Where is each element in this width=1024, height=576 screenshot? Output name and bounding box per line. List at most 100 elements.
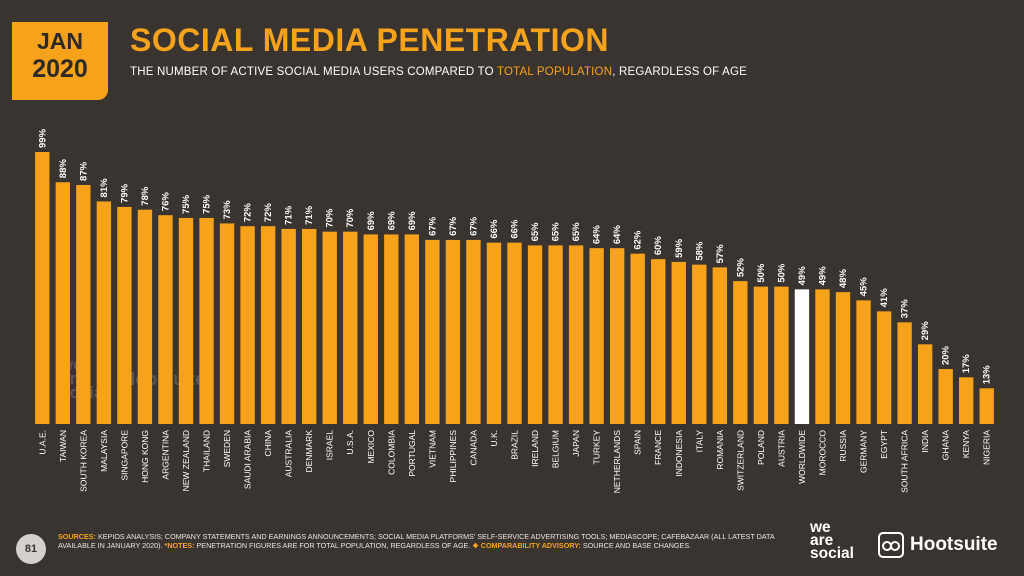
value-label: 48% [838, 269, 849, 289]
advisory-text: SOURCE AND BASE CHANGES. [580, 541, 692, 551]
value-label: 41% [879, 288, 890, 308]
value-label: 99% [37, 128, 48, 148]
logo-word: social [810, 545, 854, 562]
value-label: 72% [263, 203, 274, 223]
bar-vietnam [425, 239, 440, 424]
value-label: 62% [633, 230, 644, 250]
value-label: 64% [592, 225, 603, 245]
sources-label: SOURCES: [58, 532, 96, 541]
category-label: NEW ZEALAND [181, 430, 191, 491]
category-label: NETHERLANDS [612, 430, 622, 494]
bar-india [917, 344, 933, 424]
category-label: GERMANY [859, 430, 869, 473]
bar-kenya [959, 377, 974, 424]
subtitle-highlight: TOTAL POPULATION [496, 66, 613, 78]
value-label: 67% [468, 216, 479, 236]
category-label: COLOMBIA [386, 430, 396, 475]
value-label: 29% [920, 321, 931, 341]
category-label: BRAZIL [510, 430, 520, 460]
bar-russia [835, 292, 851, 424]
value-label: 66% [489, 219, 500, 239]
value-label: 76% [160, 192, 171, 212]
bar-turkey [589, 248, 604, 424]
bar-hong-kong [137, 209, 153, 424]
bar-argentina [158, 215, 173, 424]
category-label: BELGIUM [551, 430, 561, 468]
category-label: EGYPT [879, 430, 889, 459]
category-label: AUSTRIA [776, 430, 786, 467]
badge-month: JAN [36, 28, 83, 54]
category-label: FRANCE [653, 430, 663, 465]
category-label: SWEDEN [222, 430, 232, 467]
category-label: PORTUGAL [407, 430, 417, 477]
bar-colombia [384, 234, 399, 424]
bar-ireland [527, 245, 543, 424]
value-label: 20% [941, 345, 952, 365]
value-label: 81% [99, 178, 110, 198]
bar-spain [630, 253, 645, 424]
wearesocial-logo: we are social [810, 519, 854, 562]
bar-switzerland [733, 281, 748, 424]
value-label: 17% [961, 354, 972, 374]
value-label: 45% [859, 277, 870, 297]
category-label: SINGAPORE [119, 430, 129, 481]
value-label: 67% [427, 216, 438, 236]
value-label: 87% [78, 161, 89, 181]
category-label: SPAIN [633, 430, 643, 455]
category-label: SAUDI ARABIA [243, 430, 253, 489]
category-label: SOUTH KOREA [78, 430, 88, 492]
category-label: TURKEY [592, 430, 602, 465]
category-label: TAIWAN [58, 430, 68, 462]
category-label: ITALY [694, 430, 704, 453]
bar-germany [856, 300, 871, 424]
category-label: POLAND [756, 430, 766, 465]
value-label: 67% [448, 216, 459, 236]
value-label: 79% [119, 183, 130, 203]
owl-icon [878, 532, 904, 558]
bar-austria [774, 286, 789, 424]
category-label: IRELAND [530, 430, 540, 467]
bar-australia [281, 228, 296, 424]
value-label: 88% [58, 159, 69, 179]
value-label: 13% [982, 365, 993, 385]
bar-ghana [938, 369, 953, 424]
category-label: CANADA [468, 430, 478, 466]
bar-france [651, 259, 666, 424]
bar-philippines [445, 239, 461, 424]
category-label: KENYA [961, 430, 971, 459]
bar-worldwide [794, 289, 810, 424]
category-label: WORLDWIDE [797, 430, 807, 484]
bar-morocco [815, 289, 830, 424]
category-label: JAPAN [571, 430, 581, 457]
bars [35, 152, 994, 424]
category-labels: U.A.E. TAIWAN SOUTH KOREA MALAYSIA SINGAPORE… [37, 430, 991, 494]
value-label: 60% [653, 236, 664, 256]
category-label: ARGENTINA [160, 430, 170, 480]
bar-japan [568, 245, 584, 424]
category-label: AUSTRALIA [284, 430, 294, 478]
bar-saudi-arabia [240, 226, 255, 424]
notes-label: *NOTES: [164, 541, 195, 551]
value-label: 65% [571, 222, 582, 242]
bar-poland [753, 286, 769, 424]
bar-canada [466, 239, 481, 424]
bar-malaysia [96, 201, 112, 424]
bar-mexico [363, 234, 378, 424]
bar-taiwan [55, 182, 70, 424]
page-subtitle: THE NUMBER OF ACTIVE SOCIAL MEDIA USERS … [130, 66, 747, 78]
subtitle-after: , REGARDLESS OF AGE [612, 66, 748, 78]
category-label: MEXICO [366, 430, 376, 464]
logo-word: are [810, 532, 834, 549]
value-label: 65% [551, 222, 562, 242]
bar-egypt [876, 311, 892, 424]
footer-sources: SOURCES: KEPIOS ANALYSIS; COMPANY STATEM… [58, 532, 798, 550]
bar-nigeria [979, 388, 994, 424]
hootsuite-logo: Hootsuite [878, 530, 998, 560]
logo-word: we [810, 519, 831, 536]
value-label: 70% [345, 208, 356, 228]
value-label: 69% [386, 211, 397, 231]
category-label: HONG KONG [140, 430, 150, 483]
value-label: 70% [325, 208, 336, 228]
sources-text: KEPIOS ANALYSIS; COMPANY STATEMENTS AND … [58, 532, 775, 551]
category-label: DENMARK [304, 430, 314, 473]
